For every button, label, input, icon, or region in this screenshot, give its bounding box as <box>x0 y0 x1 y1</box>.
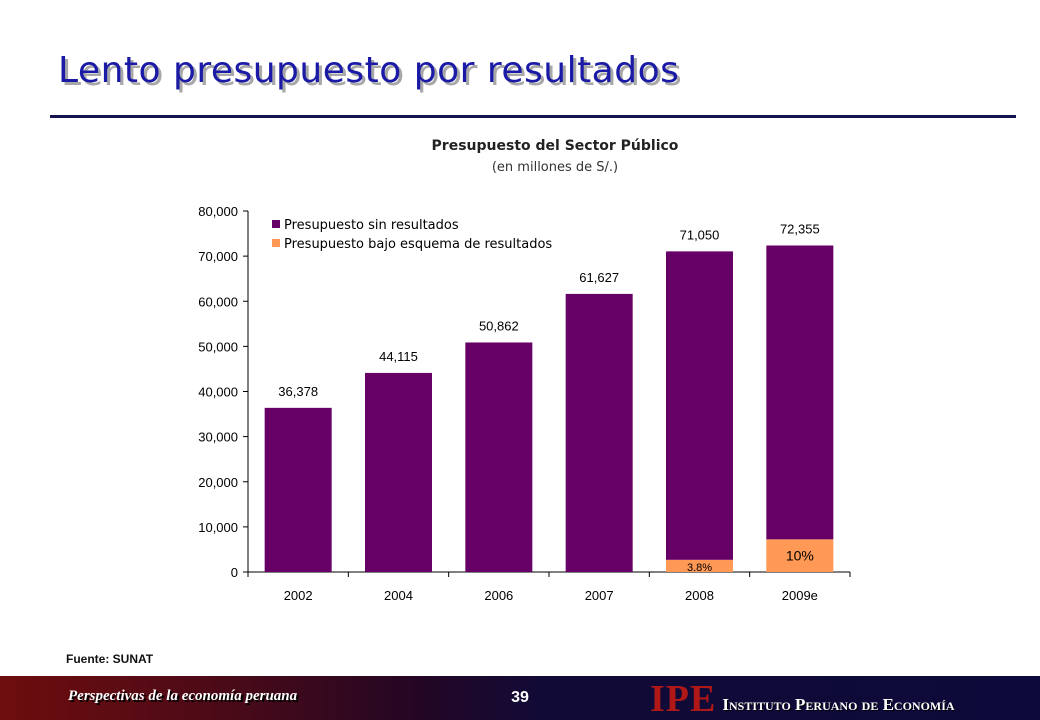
title-divider <box>50 115 1016 118</box>
x-tick-label: 2006 <box>484 588 513 603</box>
bar-segment-sin-resultados <box>465 342 533 572</box>
x-tick-label: 2002 <box>284 588 313 603</box>
footer-bar <box>0 676 1040 720</box>
bar-segment-bajo-esquema <box>666 559 733 572</box>
chart-title: Presupuesto del Sector Público <box>431 138 679 154</box>
bar-total-label: 50,862 <box>479 318 519 333</box>
logo-mark: IPE <box>650 678 717 720</box>
y-tick-label: 70,000 <box>198 249 238 264</box>
y-tick-label: 50,000 <box>198 339 238 354</box>
legend-label: Presupuesto bajo esquema de resultados <box>284 237 552 252</box>
chart-subtitle: (en millones de S/.) <box>491 160 619 175</box>
logo-text: Instituto Peruano de Economía <box>722 695 955 714</box>
x-tick-label: 2007 <box>585 588 614 603</box>
y-tick-label: 40,000 <box>198 385 238 400</box>
y-tick-label: 0 <box>231 565 238 580</box>
ipe-logo: IPE Instituto Peruano de Economía <box>650 680 955 718</box>
bar-total-label: 36,378 <box>278 384 318 399</box>
legend-swatch <box>272 220 280 228</box>
y-tick-label: 80,000 <box>198 204 238 219</box>
y-tick-label: 30,000 <box>198 430 238 445</box>
bar-segment-label: 3.8% <box>687 562 712 574</box>
legend-label: Presupuesto sin resultados <box>284 218 459 233</box>
source-note: Fuente: SUNAT <box>66 652 154 666</box>
bar-segment-label: 10% <box>786 548 814 564</box>
bar-segment-sin-resultados <box>766 245 834 540</box>
y-tick-label: 10,000 <box>198 520 238 535</box>
x-tick-label: 2004 <box>384 588 413 603</box>
bar-total-label: 44,115 <box>379 349 418 364</box>
slide-title: Lento presupuesto por resultados <box>58 50 680 91</box>
budget-bar-chart: 0 10,000 20,000 30,000 40,000 50,000 60,000 70,… <box>198 204 851 603</box>
y-tick-label: 20,000 <box>198 475 238 490</box>
page-number: 39 <box>511 689 529 706</box>
x-tick-label: 2008 <box>685 588 714 603</box>
bar-segment-bajo-esquema <box>766 539 834 572</box>
footer-caption: Perspectivas de la economía peruana <box>68 688 298 704</box>
bar-segment-sin-resultados <box>666 251 733 560</box>
bar-total-label: 71,050 <box>680 227 720 242</box>
x-tick-label: 2009e <box>782 588 818 603</box>
bar-total-label: 61,627 <box>579 270 619 285</box>
legend-swatch <box>272 239 280 247</box>
bar-total-label: 72,355 <box>780 221 820 236</box>
y-tick-label: 60,000 <box>198 294 238 309</box>
bar-segment-sin-resultados <box>565 293 633 572</box>
bar-segment-sin-resultados <box>365 372 432 572</box>
bar-segment-sin-resultados <box>264 407 332 572</box>
